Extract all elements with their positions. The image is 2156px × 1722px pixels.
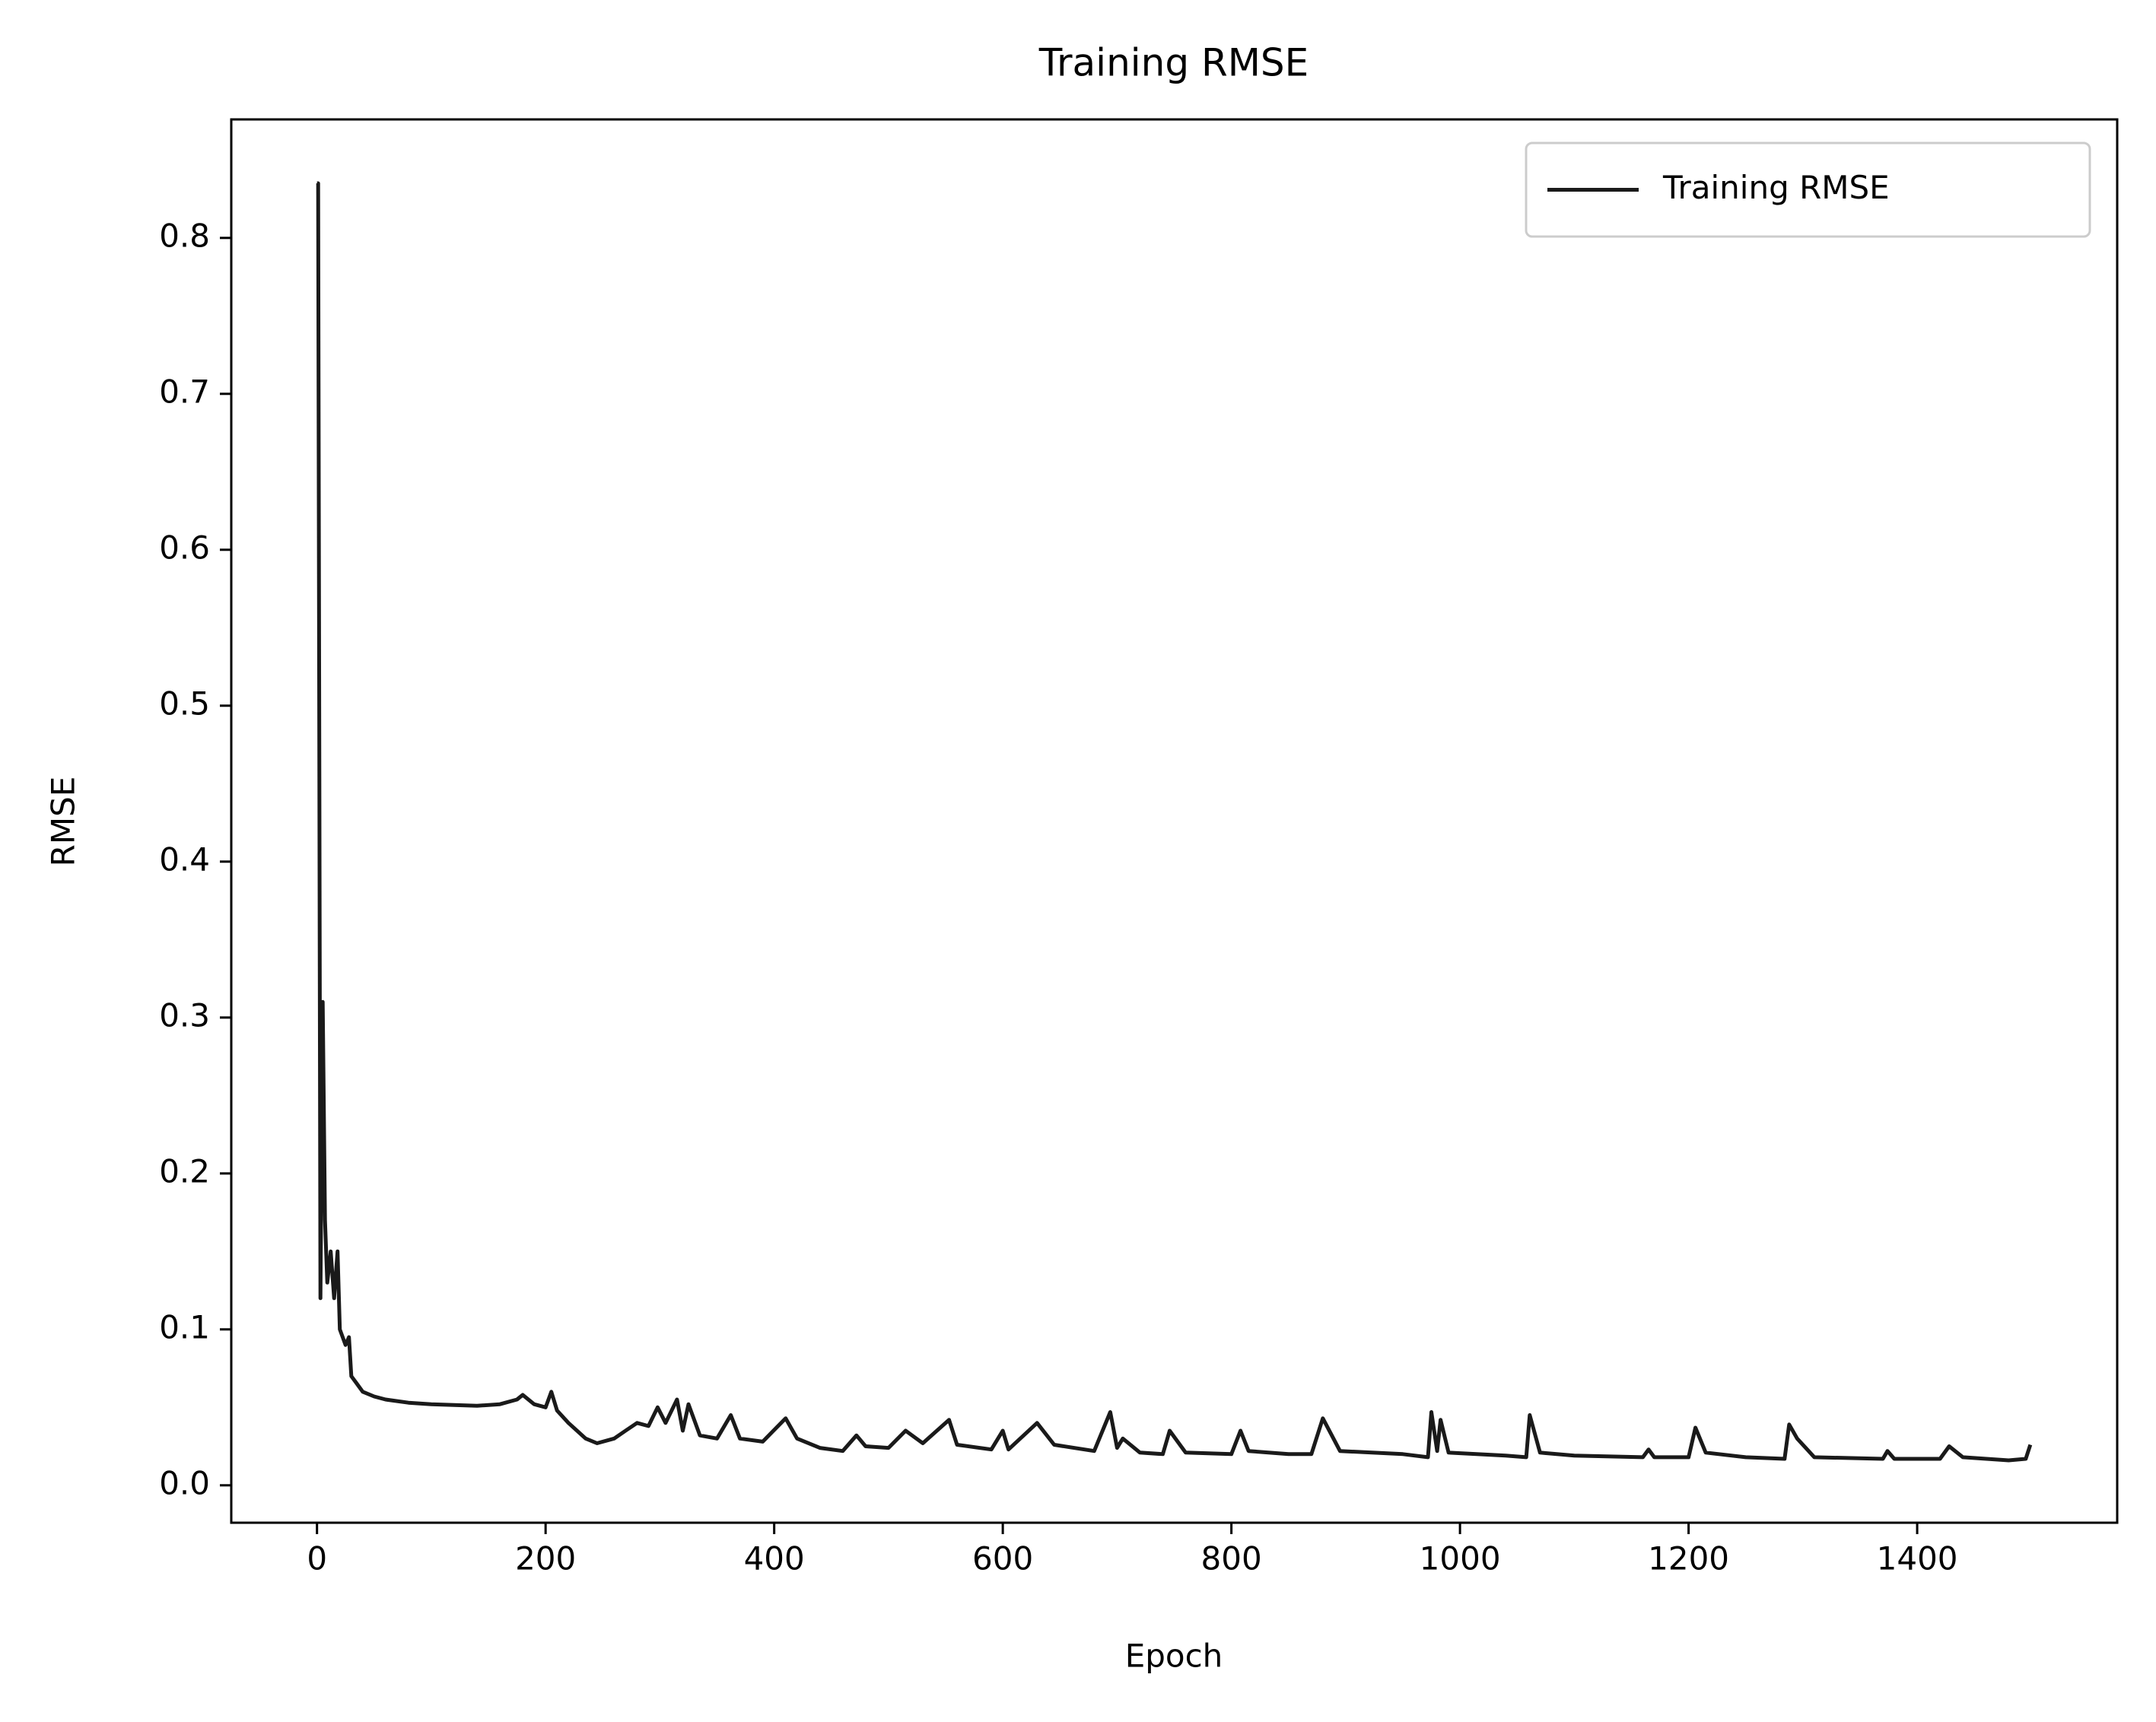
y-tick-label: 0.1 bbox=[159, 1308, 210, 1346]
y-tick-label: 0.6 bbox=[159, 529, 210, 566]
y-tick-label: 0.7 bbox=[159, 373, 210, 410]
x-tick-label: 1000 bbox=[1420, 1540, 1501, 1577]
y-tick-label: 0.5 bbox=[159, 685, 210, 722]
y-axis-label: RMSE bbox=[45, 777, 82, 867]
y-tick-label: 0.0 bbox=[159, 1464, 210, 1501]
x-axis-label: Epoch bbox=[1125, 1638, 1223, 1675]
y-tick-label: 0.8 bbox=[159, 217, 210, 254]
x-tick-label: 1200 bbox=[1648, 1540, 1729, 1577]
y-tick-label: 0.2 bbox=[159, 1152, 210, 1190]
x-tick-label: 600 bbox=[972, 1540, 1033, 1577]
y-tick-label: 0.4 bbox=[159, 840, 210, 878]
data-line bbox=[316, 181, 2033, 1463]
x-tick-label: 400 bbox=[744, 1540, 805, 1577]
legend-label: Training RMSE bbox=[1662, 169, 1890, 206]
x-tick-label: 800 bbox=[1201, 1540, 1262, 1577]
x-tick-label: 200 bbox=[515, 1540, 576, 1577]
x-tick-label: 0 bbox=[307, 1540, 327, 1577]
y-tick-label: 0.3 bbox=[159, 996, 210, 1034]
chart-title: Training RMSE bbox=[1038, 41, 1309, 85]
legend-box bbox=[1525, 141, 2091, 238]
x-tick-label: 1400 bbox=[1877, 1540, 1958, 1577]
plot-frame bbox=[230, 118, 2119, 1524]
